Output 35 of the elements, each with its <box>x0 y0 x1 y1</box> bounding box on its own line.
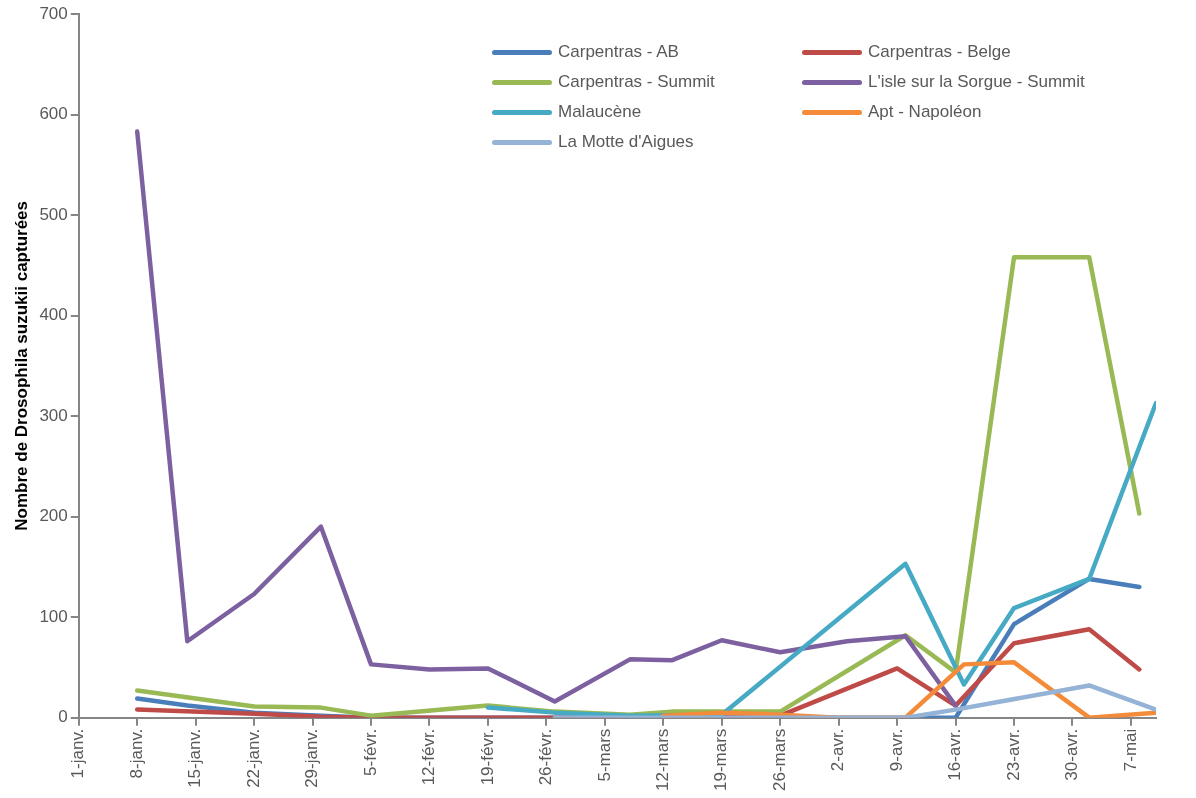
x-tick-label: 26-févr. <box>536 728 556 786</box>
x-tick-label: 7-mai <box>1120 728 1140 772</box>
x-tick-label: 30-avr. <box>1062 728 1082 781</box>
x-tick-label: 12-mars <box>653 728 672 792</box>
y-tick-label: 200 <box>39 506 68 526</box>
y-axis-title: Nombre de Drosophila suzukii capturées <box>11 200 31 531</box>
x-tick-label: 19-mars <box>711 728 731 792</box>
y-tick-label: 100 <box>39 606 68 626</box>
x-tick-label: 5-mars <box>594 728 614 782</box>
y-tick-label: 700 <box>39 3 68 23</box>
y-tick-label: 500 <box>39 204 68 224</box>
legend-label: Carpentras - AB <box>558 42 679 62</box>
x-tick-label: 16-avr. <box>945 728 965 781</box>
y-tick-label: 0 <box>58 707 68 727</box>
legend-label: Carpentras - Belge <box>868 42 1011 62</box>
legend-label: La Motte d'Aigues <box>558 132 694 152</box>
x-tick-label: 5-févr. <box>360 728 380 776</box>
legend-label: Carpentras - Summit <box>558 72 715 92</box>
x-tick-label: 8-janv. <box>126 728 146 779</box>
x-tick-label: 19-févr. <box>477 728 497 786</box>
x-tick-label: 22-janv. <box>243 728 263 788</box>
x-tick-label: 23-avr. <box>1003 728 1023 781</box>
legend-label: Malaucène <box>558 102 642 122</box>
legend-label: Apt - Napoléon <box>868 102 982 122</box>
x-tick-label: 9-avr. <box>886 728 906 772</box>
y-tick-label: 300 <box>39 405 68 425</box>
x-tick-label: 12-févr. <box>419 728 439 786</box>
legend-label: L'isle sur la Sorgue - Summit <box>868 72 1085 92</box>
x-tick-label: 26-mars <box>769 728 789 792</box>
y-tick-label: 600 <box>39 104 68 124</box>
x-tick-label: 2-avr. <box>828 728 848 772</box>
x-tick-label: 1-janv. <box>68 728 88 779</box>
y-tick-label: 400 <box>39 305 68 325</box>
x-tick-label: 15-janv. <box>185 728 205 788</box>
x-tick-label: 29-janv. <box>302 728 322 788</box>
